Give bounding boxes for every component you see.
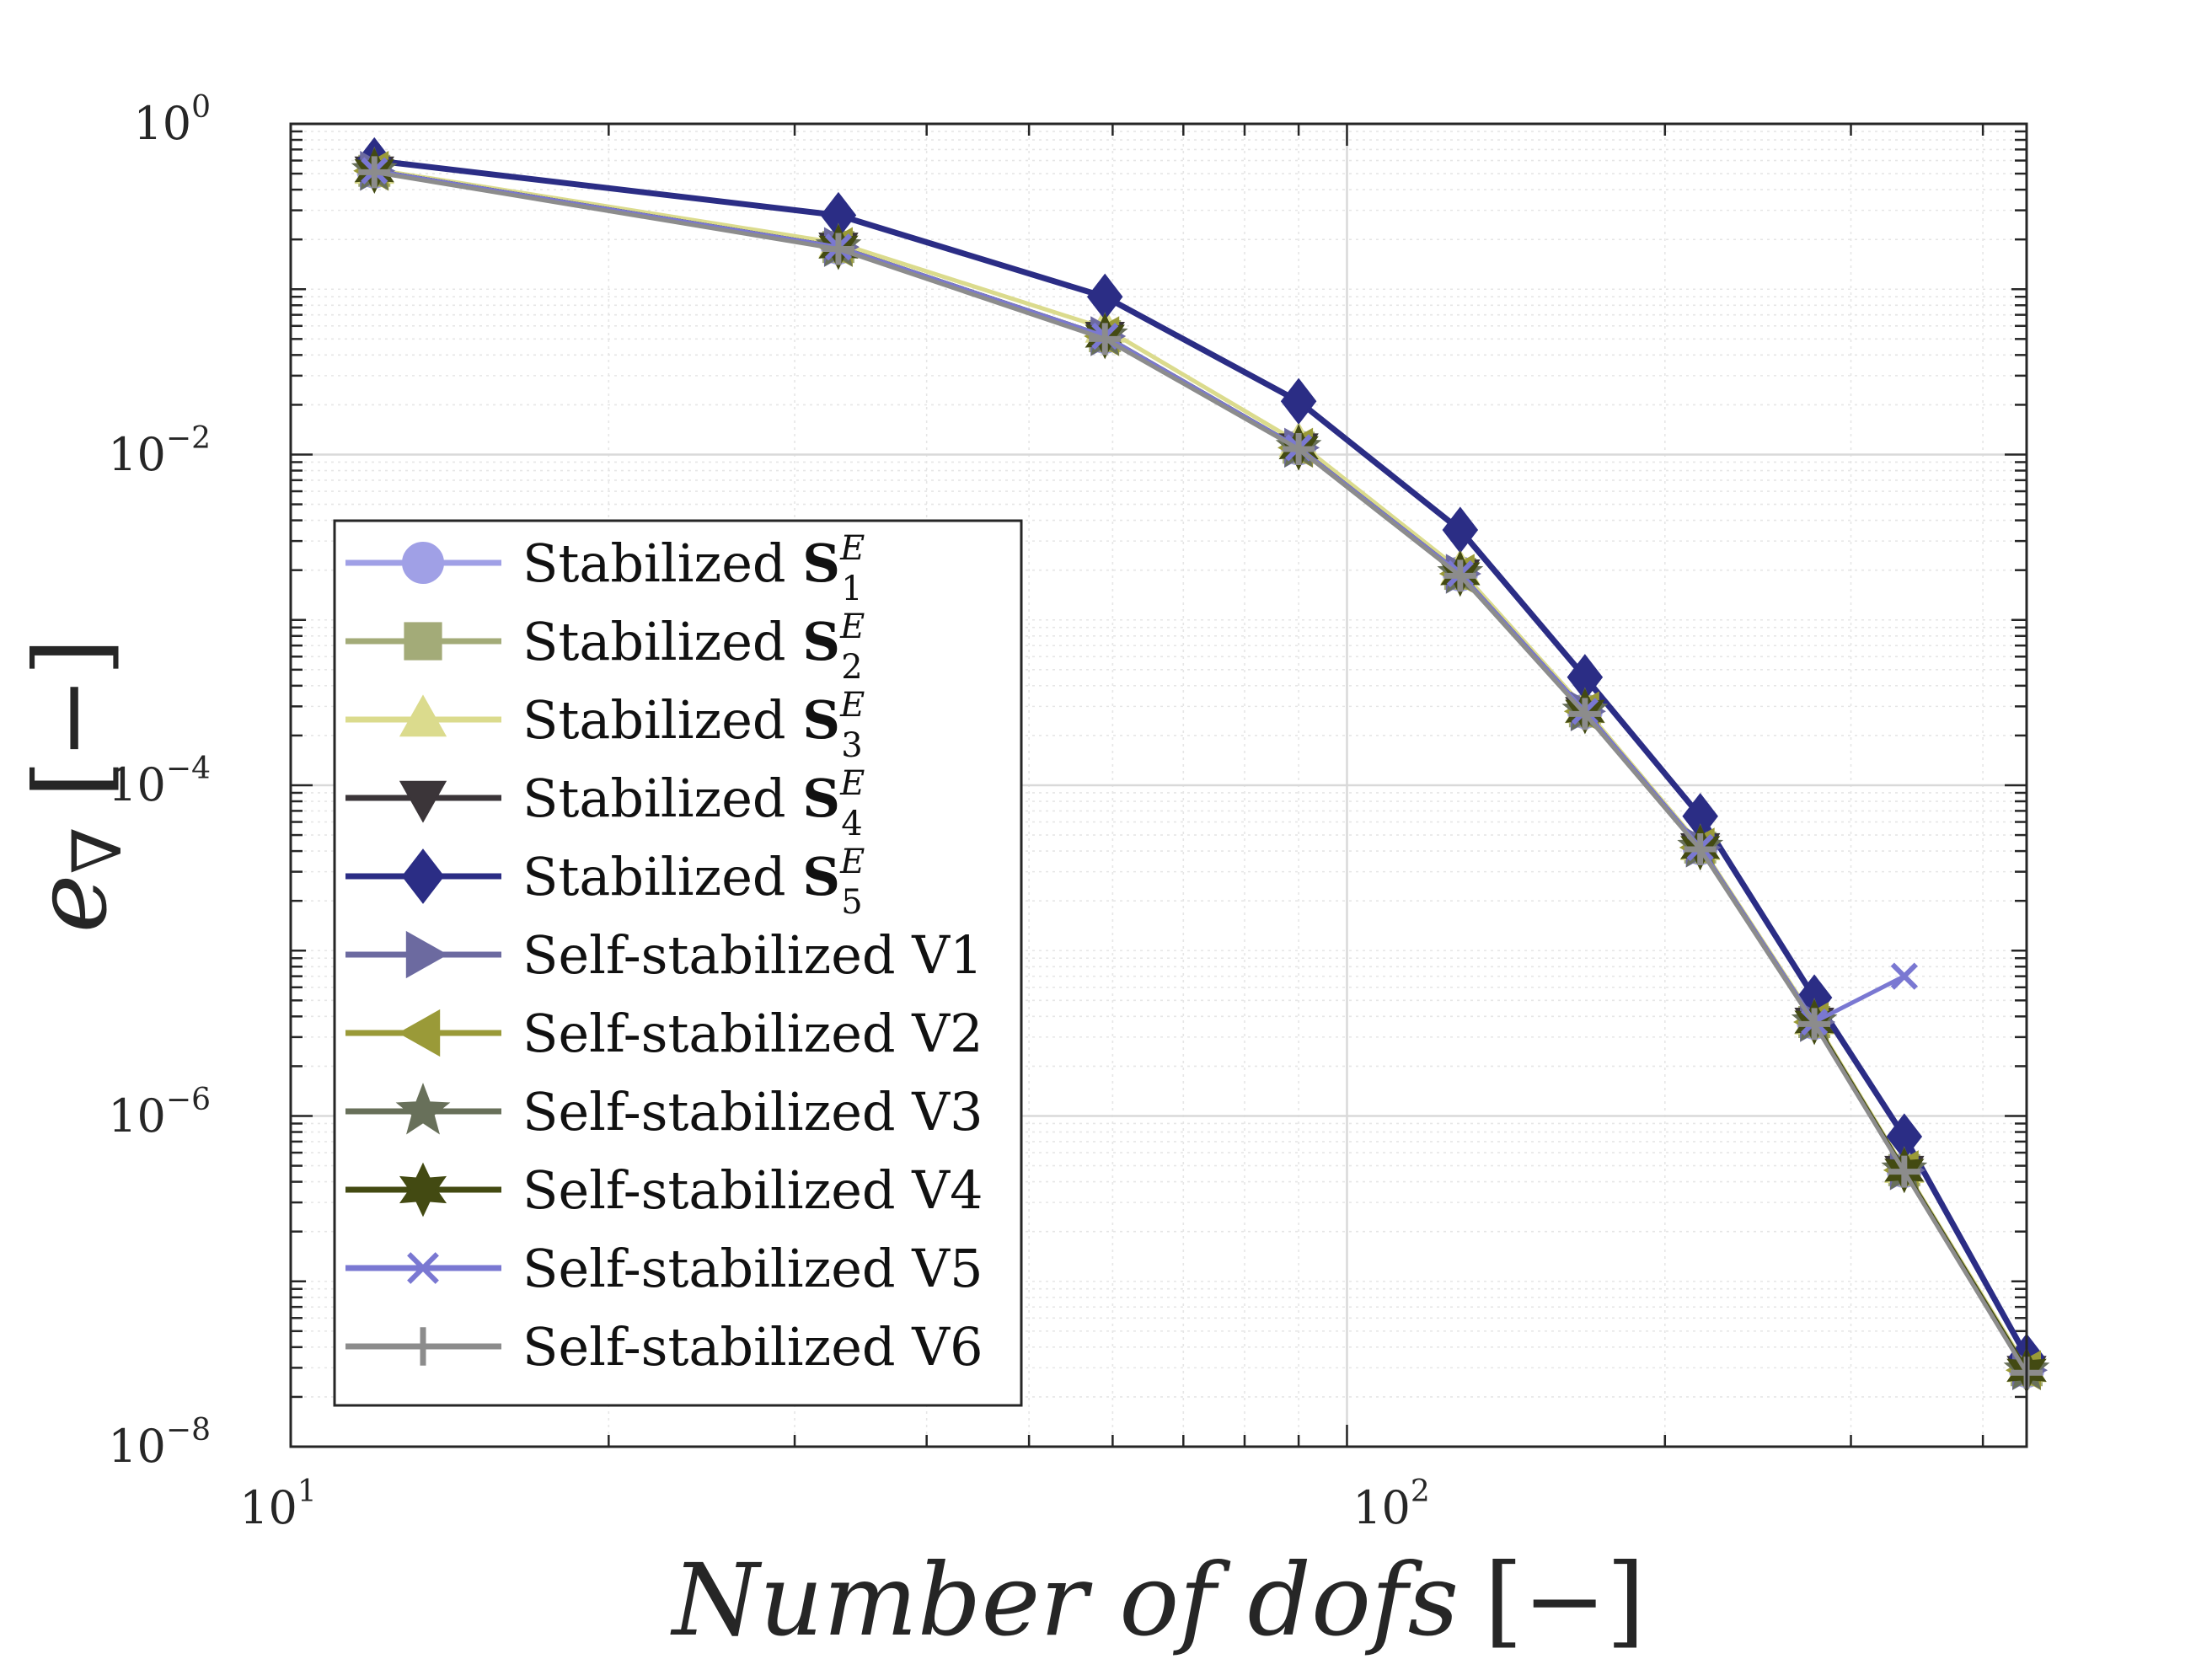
legend-swatch — [345, 694, 501, 737]
data-point — [1443, 559, 1476, 592]
plot-frame — [289, 122, 2028, 1448]
legend-swatches — [345, 542, 501, 1366]
legend: Stabilized SE 1 Stabilized SE 2 Stabilized… — [333, 519, 1023, 1407]
series-5 — [356, 136, 2045, 1380]
legend-box — [333, 519, 1023, 1407]
legend-label: Self-stabilized V5 — [522, 1238, 983, 1299]
legend-swatch-marker — [404, 622, 442, 661]
y-tick-label: 100 — [133, 90, 211, 150]
y-tick-label: 10−4 — [108, 752, 211, 811]
legend-label: Stabilized SE 5 — [522, 843, 865, 922]
legend-swatch-marker — [402, 542, 444, 584]
x-axis-title: Number of dofs [−] — [670, 1542, 1645, 1658]
legend-label: Stabilized SE 1 — [522, 529, 865, 608]
legend-swatch-marker — [395, 1082, 451, 1135]
legend-label: Stabilized SE 3 — [522, 686, 865, 765]
legend-swatch — [345, 1009, 501, 1057]
series-line — [373, 158, 2030, 1358]
data-point — [1089, 323, 1122, 356]
legend-swatch — [345, 848, 501, 904]
x-marker-stroke — [1890, 962, 1918, 990]
legend-label: Stabilized SE 4 — [522, 764, 865, 843]
axis-ticks — [289, 122, 2027, 1448]
legend-swatch-marker — [401, 848, 445, 904]
legend-swatch-marker — [399, 780, 447, 823]
data-point — [1684, 832, 1717, 865]
series-layer — [351, 136, 2050, 1394]
legend-label: Self-stabilized V1 — [522, 924, 983, 986]
data-point — [1280, 377, 1317, 425]
y-tick-label: 10−6 — [108, 1083, 211, 1143]
legend-swatch — [345, 1082, 501, 1135]
legend-swatch — [345, 780, 501, 823]
legend-label: Self-stabilized V4 — [522, 1159, 983, 1221]
data-point — [822, 233, 854, 265]
legend-swatch — [345, 542, 501, 584]
data-point — [358, 156, 391, 189]
legend-swatch-marker — [404, 1327, 442, 1366]
data-point — [1888, 1155, 1920, 1188]
legend-swatch-marker — [399, 694, 447, 737]
legend-swatch-marker — [398, 1009, 441, 1057]
legend-swatch — [345, 1162, 501, 1217]
legend-swatch-marker — [399, 1162, 447, 1217]
legend-swatch — [345, 1252, 501, 1284]
legend-swatch — [345, 1327, 501, 1366]
y-axis-title: e∇[−] — [13, 638, 137, 934]
legend-swatch — [345, 622, 501, 661]
data-point — [1890, 962, 1918, 990]
legend-swatch-marker — [405, 930, 448, 979]
x-tick-label: 101 — [239, 1474, 317, 1534]
legend-label: Self-stabilized V3 — [522, 1081, 983, 1143]
x-tick-labels: 101 102 — [239, 1474, 1430, 1534]
series-line — [373, 169, 2029, 1374]
y-tick-label: 10−8 — [108, 1413, 211, 1473]
svg-text:e∇[−]: e∇[−] — [13, 638, 137, 934]
legend-label: Self-stabilized V6 — [522, 1316, 983, 1378]
y-tick-labels: 100 10−2 10−4 10−6 10−8 — [108, 90, 211, 1473]
data-point — [1798, 1008, 1831, 1041]
x-tick-label: 102 — [1352, 1474, 1430, 1534]
legend-label: Stabilized SE 2 — [522, 607, 865, 687]
legend-swatch-marker — [407, 1252, 439, 1284]
y-tick-label: 10−2 — [108, 421, 211, 481]
data-point — [1283, 432, 1315, 465]
legend-label: Self-stabilized V2 — [522, 1003, 983, 1064]
data-point — [1568, 698, 1601, 730]
x-marker-stroke — [407, 1252, 439, 1284]
legend-swatch — [345, 930, 501, 979]
